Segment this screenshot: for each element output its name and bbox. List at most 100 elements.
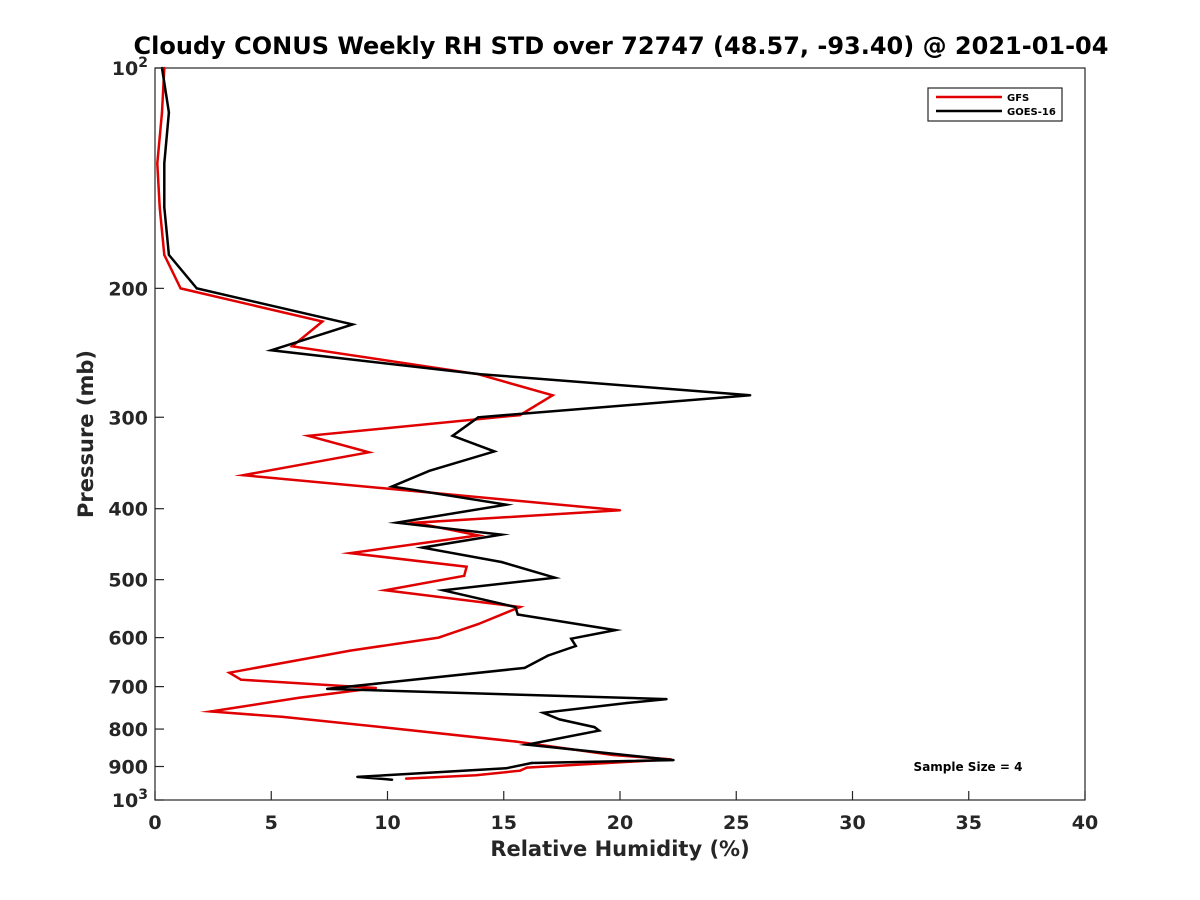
x-tick-label: 35 xyxy=(956,812,982,834)
y-tick-label: 600 xyxy=(108,628,148,650)
y-tick-label: 900 xyxy=(108,757,148,779)
data-point-goes-16-37 xyxy=(672,758,675,762)
data-point-gfs-9 xyxy=(551,394,554,397)
data-point-goes-16-41 xyxy=(390,778,394,781)
data-point-goes-16-23 xyxy=(516,613,519,616)
data-point-gfs-11 xyxy=(307,434,310,437)
data-point-gfs-25 xyxy=(228,671,231,674)
data-point-goes-16-33 xyxy=(558,718,561,721)
data-point-goes-16-26 xyxy=(574,644,577,648)
data-point-goes-16-6 xyxy=(351,323,354,326)
data-point-goes-16-31 xyxy=(625,701,629,705)
x-tick-label: 5 xyxy=(265,812,278,834)
legend-box xyxy=(927,87,1063,122)
data-point-gfs-21 xyxy=(518,605,522,609)
data-point-goes-16-32 xyxy=(542,711,545,714)
data-point-goes-16-21 xyxy=(442,589,445,592)
data-point-gfs-2 xyxy=(156,162,159,165)
data-point-goes-16-3 xyxy=(163,206,166,209)
x-tick-label: 40 xyxy=(1072,812,1098,834)
y-tick-label: 500 xyxy=(108,570,148,592)
y-tick-label: 400 xyxy=(108,499,148,521)
data-point-goes-16-24 xyxy=(614,628,617,632)
series-goes-16 xyxy=(160,66,752,781)
data-point-goes-16-1 xyxy=(167,111,171,114)
data-point-goes-16-25 xyxy=(570,637,573,640)
data-point-goes-16-22 xyxy=(514,605,517,609)
data-point-gfs-12 xyxy=(367,451,371,454)
y-tick-label: 200 xyxy=(108,278,148,300)
data-point-goes-16-28 xyxy=(523,666,526,670)
legend-label-goes-16: GOES-16 xyxy=(1007,107,1056,118)
data-point-gfs-16 xyxy=(477,534,480,537)
data-point-goes-16-9 xyxy=(749,394,752,397)
data-point-gfs-19 xyxy=(463,574,466,577)
x-tick-label: 20 xyxy=(607,812,633,834)
data-point-goes-16-14 xyxy=(390,485,394,488)
data-point-goes-16-12 xyxy=(493,450,496,453)
data-point-gfs-26 xyxy=(239,678,243,681)
data-point-goes-16-30 xyxy=(665,697,668,701)
data-point-goes-16-5 xyxy=(195,287,198,290)
series-layer xyxy=(156,66,752,781)
data-point-gfs-20 xyxy=(384,589,387,592)
data-point-goes-16-2 xyxy=(163,162,166,165)
plot-area: 0 5 10 15 20 25 30 35 40 10220030040050060070080… xyxy=(108,55,1098,834)
data-point-goes-16-15 xyxy=(504,503,508,506)
data-point-gfs-7 xyxy=(291,345,294,348)
data-point-gfs-17 xyxy=(349,551,352,555)
x-axis-ticks: 0 5 10 15 20 25 30 35 40 xyxy=(148,791,1098,834)
data-point-goes-16-19 xyxy=(500,560,503,564)
plot-frame xyxy=(154,67,1086,801)
data-point-gfs-30 xyxy=(281,715,285,719)
data-point-goes-16-27 xyxy=(546,654,550,657)
data-point-gfs-15 xyxy=(414,521,417,524)
data-point-gfs-31 xyxy=(384,726,387,729)
data-point-goes-16-13 xyxy=(428,469,431,472)
data-point-gfs-18 xyxy=(465,565,468,568)
data-point-goes-16-39 xyxy=(504,767,508,770)
data-point-gfs-28 xyxy=(297,696,301,699)
data-point-gfs-14 xyxy=(618,509,622,512)
x-tick-label: 25 xyxy=(723,812,749,834)
x-tick-label: 15 xyxy=(491,812,517,834)
data-point-goes-16-10 xyxy=(477,416,480,419)
data-point-gfs-24 xyxy=(349,649,352,652)
legend: GFS GOES-16 xyxy=(927,87,1063,122)
data-point-gfs-5 xyxy=(179,287,182,290)
data-point-gfs-29 xyxy=(209,710,212,713)
data-point-goes-16-29 xyxy=(325,687,329,691)
x-axis-label: Relative Humidity (%) xyxy=(490,837,749,861)
data-point-gfs-27 xyxy=(374,686,378,690)
data-point-goes-16-17 xyxy=(500,533,503,536)
x-tick-label: 30 xyxy=(839,812,865,834)
data-point-gfs-3 xyxy=(158,206,161,209)
data-point-goes-16-34 xyxy=(593,725,596,729)
data-point-gfs-4 xyxy=(163,253,166,257)
data-point-goes-16-11 xyxy=(451,434,454,437)
data-point-goes-16-8 xyxy=(479,373,482,376)
data-point-gfs-1 xyxy=(160,111,164,114)
data-point-gfs-13 xyxy=(242,474,245,477)
data-point-gfs-35 xyxy=(525,766,529,769)
data-point-goes-16-36 xyxy=(525,743,529,746)
data-point-goes-16-20 xyxy=(553,576,557,579)
data-point-gfs-32 xyxy=(514,740,517,743)
data-point-goes-16-35 xyxy=(597,729,601,732)
data-point-goes-16-7 xyxy=(270,349,273,352)
data-point-gfs-36 xyxy=(518,769,522,772)
legend-label-gfs: GFS xyxy=(1007,93,1029,104)
data-point-gfs-6 xyxy=(321,320,324,323)
data-point-goes-16-4 xyxy=(167,253,171,257)
data-point-goes-16-16 xyxy=(395,521,398,524)
data-point-gfs-37 xyxy=(474,774,478,777)
y-tick-label: 300 xyxy=(108,407,148,429)
sample-size-annotation: Sample Size = 4 xyxy=(914,760,1023,774)
data-point-gfs-22 xyxy=(477,622,480,626)
y-axis-label: Pressure (mb) xyxy=(74,350,98,518)
x-tick-label: 0 xyxy=(148,812,161,834)
data-point-goes-16-40 xyxy=(356,775,359,779)
data-point-gfs-38 xyxy=(404,777,408,780)
